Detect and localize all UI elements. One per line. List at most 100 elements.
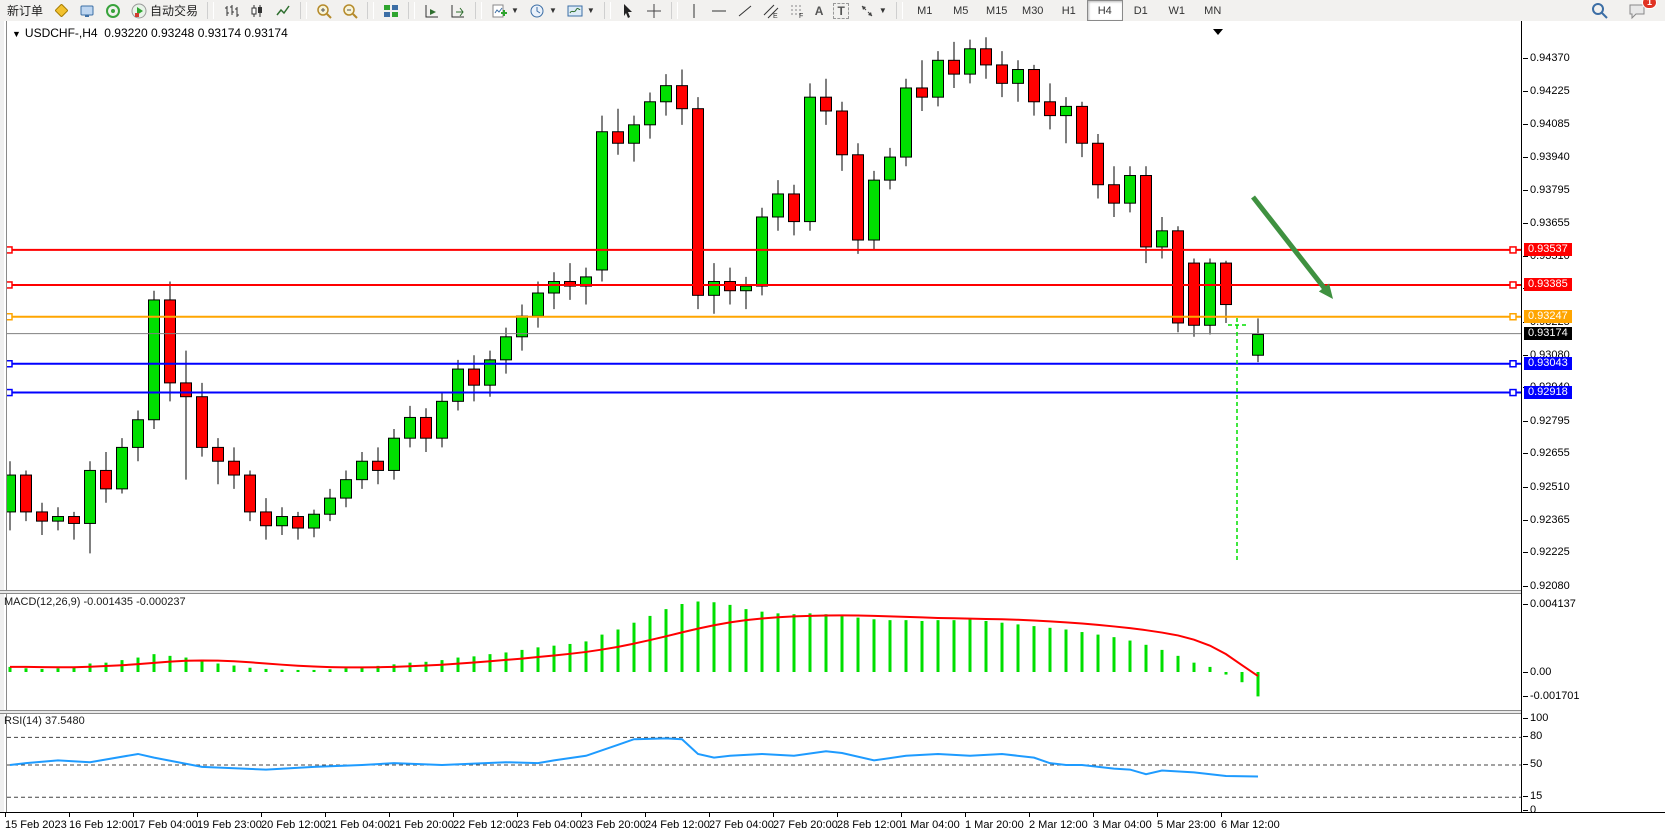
zoom-out-button[interactable] xyxy=(337,0,363,21)
svg-text:F: F xyxy=(799,13,803,19)
candle-body xyxy=(644,101,656,126)
fibonacci-tool-button[interactable]: F xyxy=(784,0,810,21)
tile-windows-button[interactable] xyxy=(378,0,404,21)
text-label-tool-button[interactable]: T xyxy=(828,0,853,21)
toolbar-separator xyxy=(895,2,903,19)
candle-body xyxy=(420,416,432,439)
timeframe-button-mn[interactable]: MN xyxy=(1204,4,1222,17)
candle-body xyxy=(356,460,368,481)
toolbar: 新订单 自动交易 xyxy=(0,0,1665,22)
macd-pane-canvas[interactable] xyxy=(0,592,1521,710)
timeframe-button-d1[interactable]: D1 xyxy=(1133,4,1148,17)
line-chart-button[interactable] xyxy=(270,0,296,21)
trendline-tool-button[interactable] xyxy=(732,0,758,21)
cursor-tool-button[interactable] xyxy=(615,0,641,21)
level-line-handle[interactable] xyxy=(1509,388,1517,397)
level-line-handle[interactable] xyxy=(1509,360,1517,368)
indicators-button[interactable]: ▼ xyxy=(486,0,524,21)
candle xyxy=(452,359,464,411)
down-arrow-annotation[interactable] xyxy=(1251,195,1333,299)
timeframe-button-w1[interactable]: W1 xyxy=(1168,4,1185,17)
chart-shift-marker[interactable] xyxy=(1213,29,1223,35)
signals-button[interactable] xyxy=(100,0,126,21)
candle-body xyxy=(308,513,320,529)
bar-chart-button[interactable] xyxy=(218,0,244,21)
vertical-line-icon xyxy=(687,3,701,19)
level-price-badge: 0.93247 xyxy=(1524,309,1572,323)
candle xyxy=(996,51,1008,98)
chart-shift-icon xyxy=(450,3,466,19)
price-axis-tick: 0.92795 xyxy=(1523,414,1570,427)
crosshair-icon xyxy=(646,3,662,19)
terminal-button[interactable] xyxy=(74,0,100,21)
timeframe-button-m5[interactable]: M5 xyxy=(953,4,969,17)
time-axis-label: 24 Feb 12:00 xyxy=(645,813,710,831)
time-axis-label: 3 Mar 04:00 xyxy=(1093,813,1152,831)
candle xyxy=(420,408,432,453)
time-axis[interactable]: 15 Feb 2023 16 Feb 12:00 17 Feb 04:00 19 Fe… xyxy=(0,812,1665,838)
search-button[interactable] xyxy=(1586,0,1613,21)
window-left-edge xyxy=(0,21,7,838)
candle xyxy=(548,272,560,310)
chart-shift-button[interactable] xyxy=(445,0,471,21)
candle xyxy=(948,41,960,88)
candle xyxy=(1060,97,1072,144)
price-axis-tick: 0.94085 xyxy=(1523,117,1570,130)
timeframe-button-m1[interactable]: M1 xyxy=(917,4,933,17)
pane-splitter[interactable] xyxy=(0,590,1521,594)
auto-trading-icon xyxy=(131,3,147,19)
periods-button[interactable]: ▼ xyxy=(524,0,562,21)
new-order-button[interactable]: 新订单 xyxy=(2,0,48,21)
level-line-handle[interactable] xyxy=(1509,246,1517,254)
level-price-badge: 0.92918 xyxy=(1524,385,1572,399)
candle xyxy=(212,438,224,485)
timeframe-button-h4[interactable]: H4 xyxy=(1086,0,1123,21)
price-axis[interactable]: 0.94370 0.94225 0.94085 0.93940 0.93795 0.936… xyxy=(1521,21,1665,816)
candle xyxy=(1252,318,1264,363)
equidistant-channel-tool-button[interactable]: E xyxy=(758,0,784,21)
candle xyxy=(1220,260,1232,323)
candle-body xyxy=(772,193,784,218)
arrows-tool-button[interactable]: ▼ xyxy=(854,0,892,21)
candle xyxy=(1156,216,1168,259)
horizontal-line-tool-button[interactable] xyxy=(706,0,732,21)
rsi-pane-canvas[interactable] xyxy=(0,712,1521,812)
pane-splitter[interactable] xyxy=(0,710,1521,714)
candle xyxy=(1140,166,1152,264)
candle-body xyxy=(628,124,640,144)
toolbar-separator xyxy=(475,2,483,19)
timeframe-button-h1[interactable]: H1 xyxy=(1061,4,1076,17)
timeframe-button-m15[interactable]: M15 xyxy=(986,4,1008,17)
candle xyxy=(36,502,48,535)
vertical-line-tool-button[interactable] xyxy=(682,0,706,21)
level-line-handle[interactable] xyxy=(1509,313,1517,321)
price-chart-canvas[interactable] xyxy=(0,21,1521,590)
auto-scroll-button[interactable] xyxy=(419,0,445,21)
macd-signal-line xyxy=(10,614,1259,677)
macd-axis-tick: 0.00 xyxy=(1522,666,1552,678)
chart-quotes: 0.93220 0.93248 0.93174 0.93174 xyxy=(104,26,288,40)
price-axis-tick: 0.92655 xyxy=(1523,447,1570,460)
time-axis-label: 22 Feb 12:00 xyxy=(453,813,518,831)
timeframe-button-m30[interactable]: M30 xyxy=(1022,4,1044,17)
candle xyxy=(532,281,544,328)
candlestick-chart-button[interactable] xyxy=(244,0,270,21)
toolbar-separator xyxy=(603,2,611,19)
collapse-triangle-icon[interactable]: ▼ xyxy=(12,29,21,39)
text-tool-button[interactable]: A xyxy=(810,0,829,21)
notifications-button[interactable]: 1 xyxy=(1623,0,1657,21)
notification-badge: 1 xyxy=(1641,0,1657,9)
candle-body xyxy=(756,216,768,287)
zoom-in-button[interactable] xyxy=(311,0,337,21)
auto-trading-button[interactable]: 自动交易 xyxy=(126,0,203,21)
candle-body xyxy=(340,479,352,499)
crosshair-tool-button[interactable] xyxy=(641,0,667,21)
level-line-handle[interactable] xyxy=(1509,281,1517,289)
market-watch-button[interactable] xyxy=(48,0,74,21)
candle-body xyxy=(580,276,592,287)
candle xyxy=(324,488,336,522)
templates-button[interactable]: ▼ xyxy=(562,0,600,21)
candle-body xyxy=(884,156,896,181)
new-order-label: 新订单 xyxy=(7,4,44,18)
candle-body xyxy=(1188,262,1200,326)
